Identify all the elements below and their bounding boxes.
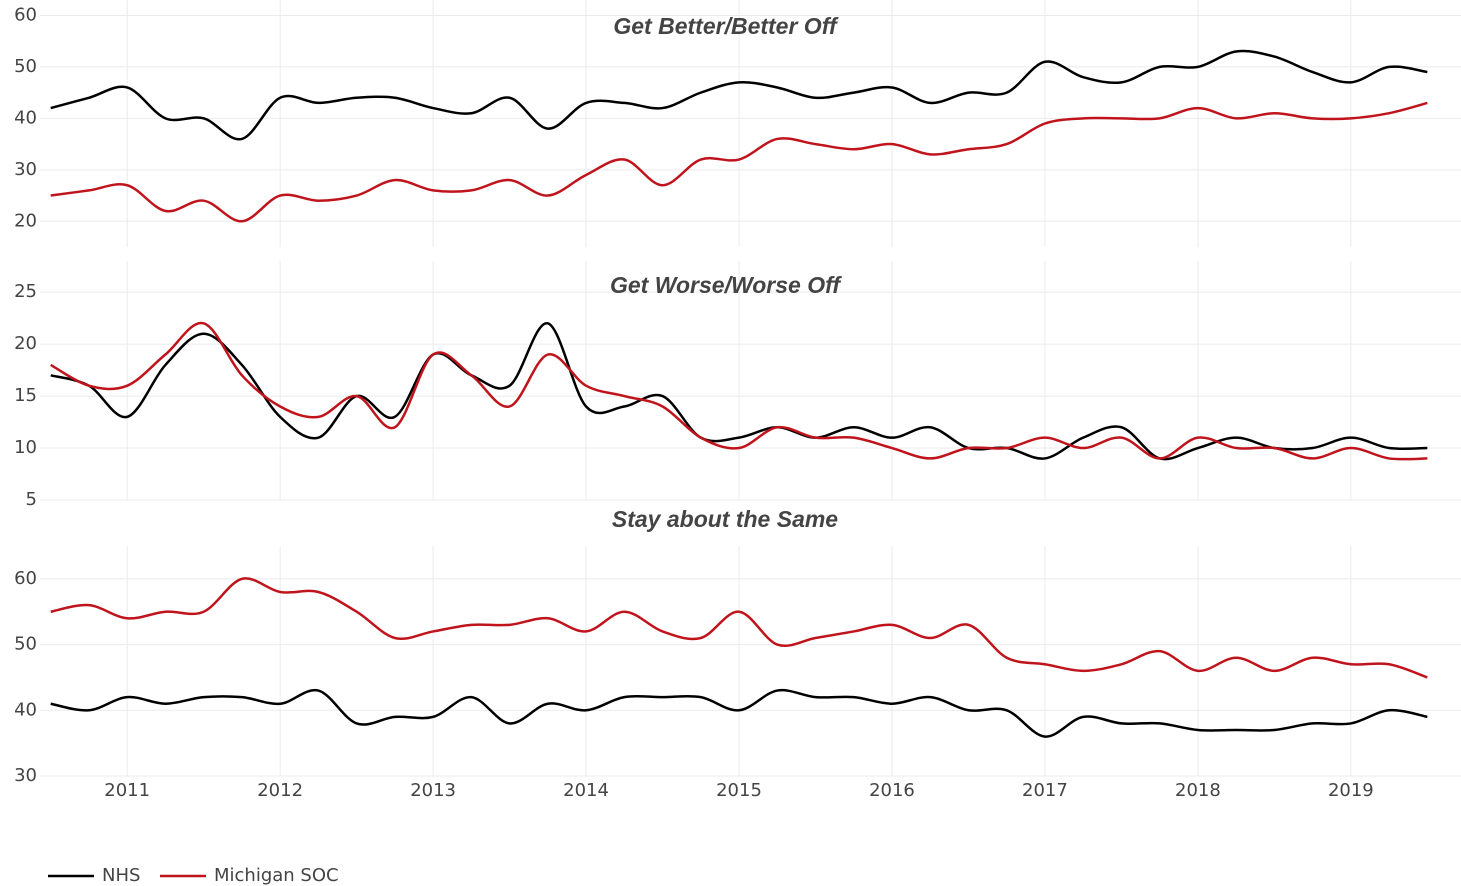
x-tick-label: 2011 bbox=[104, 780, 150, 801]
y-tick-label: 40 bbox=[14, 699, 37, 720]
y-tick-label: 5 bbox=[26, 489, 37, 510]
x-tick-label: 2017 bbox=[1022, 780, 1068, 801]
x-tick-label: 2015 bbox=[716, 780, 762, 801]
legend-label: Michigan SOC bbox=[214, 865, 339, 886]
y-tick-label: 60 bbox=[14, 4, 37, 25]
line bbox=[50, 322, 1428, 461]
x-tick-label: 2013 bbox=[410, 780, 456, 801]
y-tick-label: 30 bbox=[14, 159, 37, 180]
line bbox=[50, 101, 1428, 223]
x-tick-label: 2019 bbox=[1328, 780, 1374, 801]
y-tick-label: 60 bbox=[14, 568, 37, 589]
y-tick-label: 10 bbox=[14, 437, 37, 458]
chart-title: Get Better/Better Off bbox=[613, 13, 839, 39]
y-tick-label: 20 bbox=[14, 210, 37, 231]
chart-title: Stay about the Same bbox=[612, 506, 838, 532]
x-tick-label: 2016 bbox=[869, 780, 915, 801]
x-tick-label: 2014 bbox=[563, 780, 609, 801]
y-tick-label: 50 bbox=[14, 634, 37, 655]
y-tick-label: 20 bbox=[14, 333, 37, 354]
y-tick-label: 25 bbox=[14, 281, 37, 302]
line bbox=[50, 577, 1428, 679]
line bbox=[50, 688, 1428, 738]
x-tick-label: 2018 bbox=[1175, 780, 1221, 801]
chart-title: Get Worse/Worse Off bbox=[610, 272, 842, 298]
y-tick-label: 50 bbox=[14, 56, 37, 77]
y-tick-label: 40 bbox=[14, 107, 37, 128]
line bbox=[50, 322, 1428, 461]
line bbox=[50, 49, 1428, 141]
x-tick-label: 2012 bbox=[257, 780, 303, 801]
y-tick-label: 15 bbox=[14, 385, 37, 406]
legend-label: NHS bbox=[102, 865, 140, 886]
y-tick-label: 30 bbox=[14, 765, 37, 786]
